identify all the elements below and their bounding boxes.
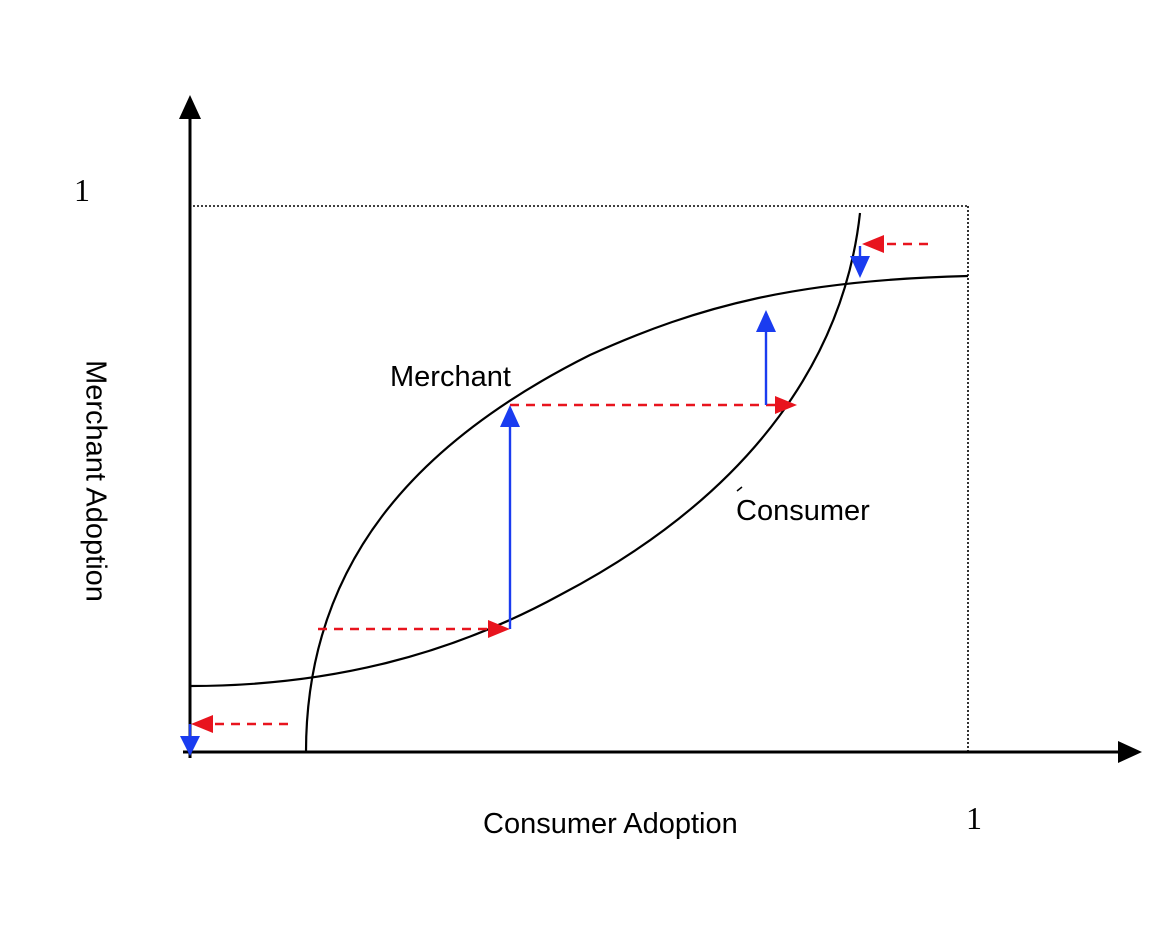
consumer-curve [189, 212, 862, 688]
adjustment-arrow-v4 [180, 724, 200, 756]
consumer-label-tick [736, 486, 743, 492]
adjustment-arrow-h4 [191, 715, 288, 733]
adjustment-arrow-v1 [500, 405, 520, 629]
adjustment-arrow-h3 [862, 235, 928, 253]
x-axis-arrowhead [1118, 741, 1142, 763]
y-max-label: 1 [74, 172, 90, 208]
merchant-curve-label: Merchant [390, 361, 511, 393]
adjustment-arrow-v2 [756, 310, 776, 405]
y-axis-arrowhead [179, 95, 201, 119]
x-max-label: 1 [966, 800, 982, 836]
y-axis-label: Merchant Adoption [79, 360, 112, 602]
merchant-curve [304, 274, 969, 753]
consumer-curve-label: Consumer [736, 495, 870, 527]
adjustment-arrow-h1 [318, 620, 510, 638]
adjustment-arrow-v3 [850, 246, 870, 278]
x-axis-label: Consumer Adoption [483, 808, 738, 840]
adjustment-arrow-h2 [510, 396, 797, 414]
